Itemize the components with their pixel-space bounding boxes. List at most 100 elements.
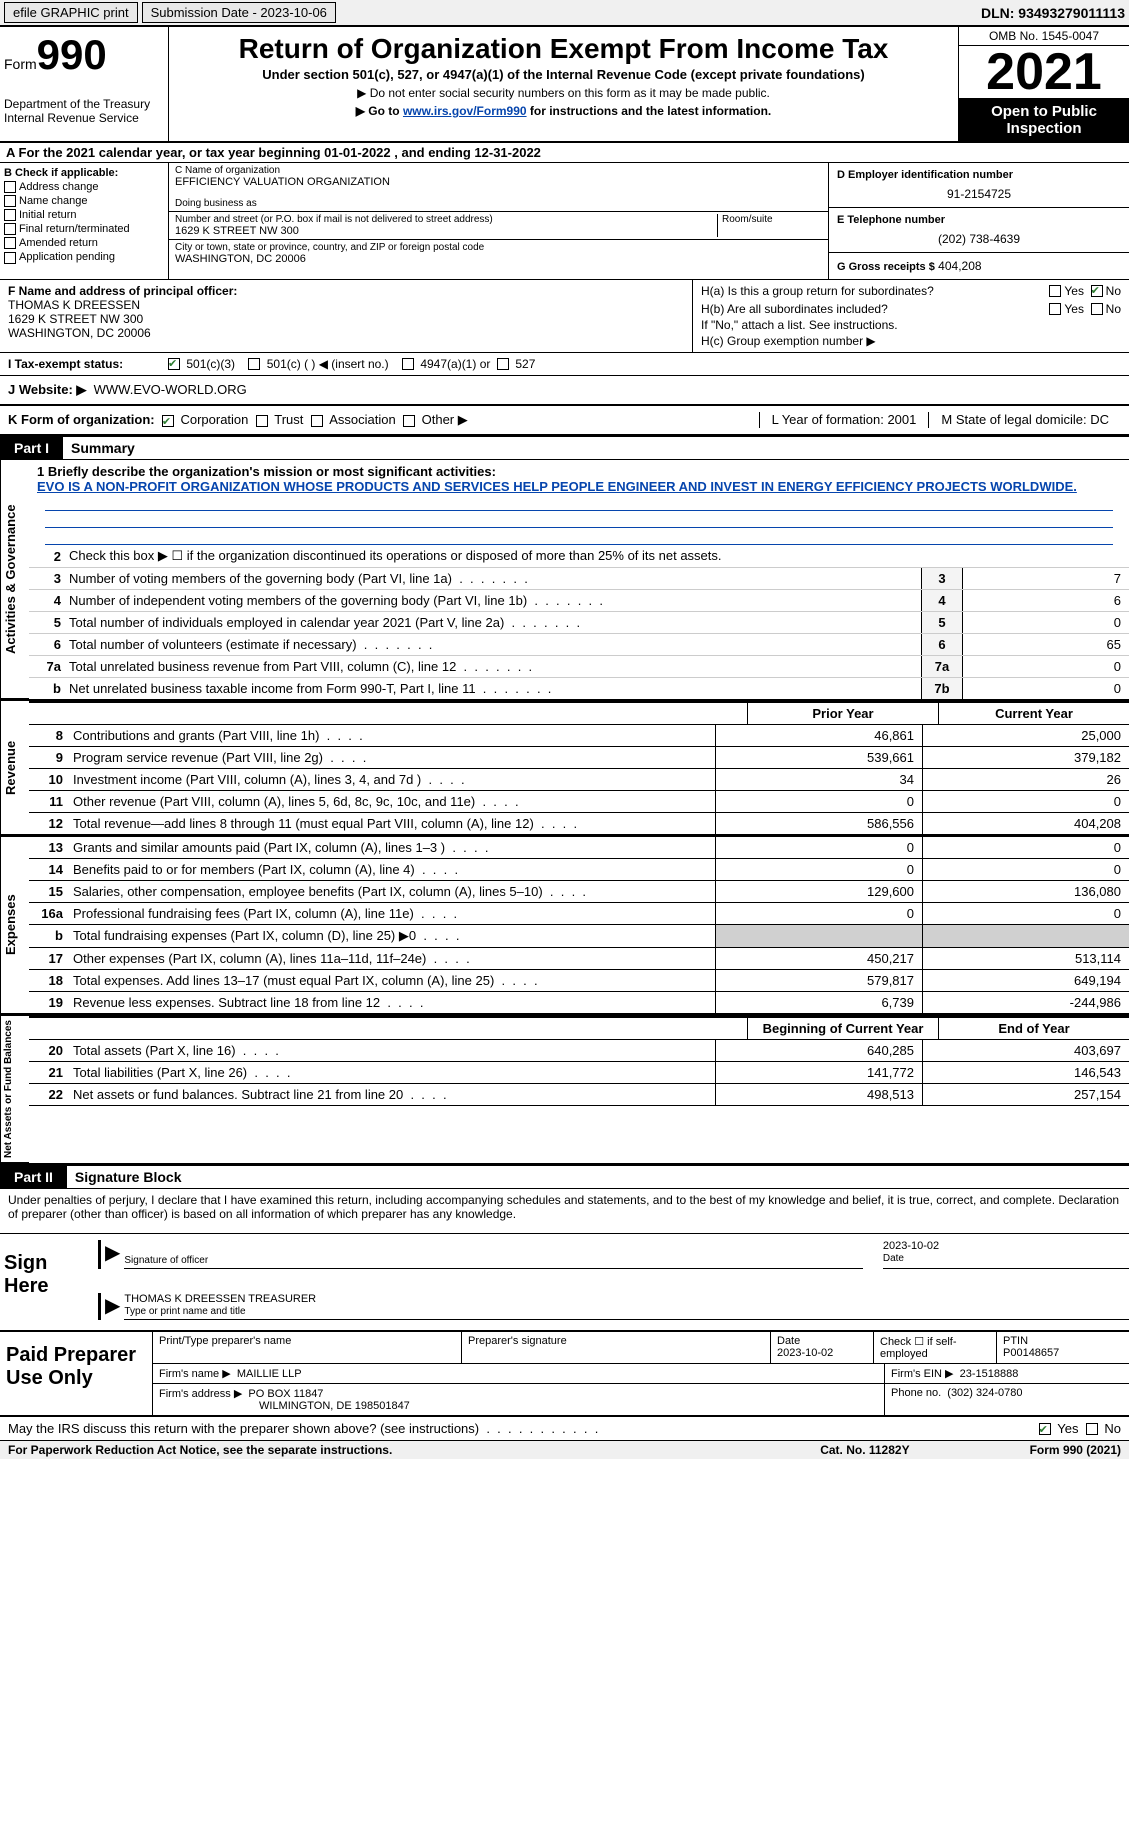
cb-initial-return[interactable] (4, 209, 16, 221)
city-label: City or town, state or province, country… (175, 242, 822, 253)
g-label: G Gross receipts $ (837, 261, 935, 273)
col-f: F Name and address of principal officer:… (0, 280, 692, 352)
hc-label: H(c) Group exemption number ▶ (701, 334, 1121, 348)
header-left: Form990 Department of the Treasury Inter… (0, 27, 169, 141)
lbl-name-change: Name change (19, 195, 88, 207)
lbl-501c: 501(c) ( ) ◀ (insert no.) (267, 357, 389, 371)
ha-label: H(a) Is this a group return for subordin… (701, 284, 1049, 298)
submission-date-button[interactable]: Submission Date - 2023-10-06 (142, 2, 336, 23)
vtab-governance: Activities & Governance (0, 460, 29, 699)
data-line-8: 8Contributions and grants (Part VIII, li… (29, 725, 1129, 747)
form-footer: Form 990 (2021) (1030, 1443, 1121, 1457)
firm-addr2: WILMINGTON, DE 198501847 (259, 1400, 410, 1412)
row-i: I Tax-exempt status: 501(c)(3) 501(c) ( … (0, 353, 1129, 376)
part-ii-header: Part II Signature Block (0, 1165, 1129, 1189)
firm-name-label: Firm's name ▶ (159, 1368, 231, 1380)
data-line-10: 10Investment income (Part VIII, column (… (29, 769, 1129, 791)
cb-527[interactable] (497, 358, 509, 370)
hb-yes-lbl: Yes (1064, 302, 1084, 316)
irs-link[interactable]: www.irs.gov/Form990 (403, 104, 527, 118)
hb-no[interactable] (1091, 303, 1103, 315)
officer-printed-name: THOMAS K DREESSEN TREASURER (124, 1293, 1129, 1305)
discuss-no-lbl: No (1104, 1421, 1121, 1436)
cb-amended-return[interactable] (4, 237, 16, 249)
cb-address-change[interactable] (4, 181, 16, 193)
block-fh: F Name and address of principal officer:… (0, 280, 1129, 353)
vtab-netassets: Net Assets or Fund Balances (0, 1016, 29, 1163)
col-c: C Name of organization EFFICIENCY VALUAT… (169, 163, 828, 279)
lbl-amended-return: Amended return (19, 237, 98, 249)
lbl-other: Other ▶ (422, 412, 468, 427)
mission-block: 1 Briefly describe the organization's mi… (29, 460, 1129, 545)
vtab-revenue: Revenue (0, 701, 29, 835)
b-title: B Check if applicable: (4, 167, 164, 179)
col-b: B Check if applicable: Address change Na… (0, 163, 169, 279)
hdr-prior-year: Prior Year (747, 703, 938, 724)
lbl-4947: 4947(a)(1) or (420, 357, 490, 371)
addr-label: Number and street (or P.O. box if mail i… (175, 214, 717, 225)
summary-expenses: Expenses 13Grants and similar amounts pa… (0, 837, 1129, 1016)
pp-date-label: Date (777, 1335, 800, 1347)
website-value: WWW.EVO-WORLD.ORG (94, 382, 247, 398)
d-label: D Employer identification number (837, 169, 1121, 181)
hb-note: If "No," attach a list. See instructions… (701, 318, 1121, 332)
cb-501c[interactable] (248, 358, 260, 370)
data-line-15: 15Salaries, other compensation, employee… (29, 881, 1129, 903)
open-public-inspection: Open to Public Inspection (959, 99, 1129, 141)
cb-other[interactable] (403, 415, 415, 427)
pp-ptin-label: PTIN (1003, 1335, 1028, 1347)
discuss-yes[interactable] (1039, 1423, 1051, 1435)
cb-name-change[interactable] (4, 195, 16, 207)
cb-final-return[interactable] (4, 223, 16, 235)
hb-label: H(b) Are all subordinates included? (701, 302, 1049, 316)
form-prefix: Form (4, 56, 37, 72)
firm-ein: 23-1518888 (960, 1368, 1019, 1380)
data-line-13: 13Grants and similar amounts paid (Part … (29, 837, 1129, 859)
col-h: H(a) Is this a group return for subordin… (692, 280, 1129, 352)
gov-line-b: bNet unrelated business taxable income f… (29, 677, 1129, 699)
header-mid: Return of Organization Exempt From Incom… (169, 27, 958, 141)
data-line-17: 17Other expenses (Part IX, column (A), l… (29, 948, 1129, 970)
lbl-assoc: Association (329, 412, 395, 427)
sign-arrow-icon: ▶ (101, 1240, 124, 1269)
vtab-expenses: Expenses (0, 837, 29, 1014)
hb-yes[interactable] (1049, 303, 1061, 315)
note-ssn: ▶ Do not enter social security numbers o… (177, 86, 950, 100)
cb-assoc[interactable] (311, 415, 323, 427)
cb-4947[interactable] (402, 358, 414, 370)
lbl-501c3: 501(c)(3) (186, 357, 235, 371)
dln-text: DLN: 93493279011113 (981, 5, 1125, 21)
gov-line-2: 2Check this box ▶ ☐ if the organization … (29, 545, 1129, 567)
cb-trust[interactable] (256, 415, 268, 427)
part-i-header: Part I Summary (0, 436, 1129, 460)
data-line-14: 14Benefits paid to or for members (Part … (29, 859, 1129, 881)
f-label: F Name and address of principal officer: (8, 284, 684, 298)
data-line-21: 21Total liabilities (Part X, line 26) . … (29, 1062, 1129, 1084)
sign-here-label: Sign Here (0, 1234, 98, 1330)
paid-preparer-label: Paid Preparer Use Only (0, 1332, 153, 1415)
part-ii-num: Part II (0, 1166, 67, 1188)
m-state-domicile: M State of legal domicile: DC (928, 412, 1121, 428)
row-a-period: A For the 2021 calendar year, or tax yea… (0, 143, 1129, 163)
data-line-12: 12Total revenue—add lines 8 through 11 (… (29, 813, 1129, 835)
l-year-formation: L Year of formation: 2001 (759, 412, 929, 428)
gov-line-6: 6Total number of volunteers (estimate if… (29, 633, 1129, 655)
ruled-line (45, 528, 1113, 545)
discuss-no[interactable] (1086, 1423, 1098, 1435)
part-i-num: Part I (0, 437, 63, 459)
ha-no[interactable] (1091, 285, 1103, 297)
telephone: (202) 738-4639 (837, 232, 1121, 246)
form-subtitle: Under section 501(c), 527, or 4947(a)(1)… (177, 67, 950, 82)
ha-yes[interactable] (1049, 285, 1061, 297)
cb-application-pending[interactable] (4, 252, 16, 264)
discuss-yes-lbl: Yes (1057, 1421, 1078, 1436)
sig-officer-label: Signature of officer (124, 1255, 208, 1266)
room-suite-label: Room/suite (717, 214, 822, 237)
cb-corp[interactable] (162, 415, 174, 427)
efile-print-button[interactable]: efile GRAPHIC print (4, 2, 138, 23)
printed-name-label: Type or print name and title (124, 1306, 245, 1317)
cb-501c3[interactable] (168, 358, 180, 370)
ruled-line (45, 511, 1113, 528)
sign-here-block: Sign Here ▶ Signature of officer 2023-10… (0, 1234, 1129, 1331)
lbl-address-change: Address change (19, 181, 99, 193)
